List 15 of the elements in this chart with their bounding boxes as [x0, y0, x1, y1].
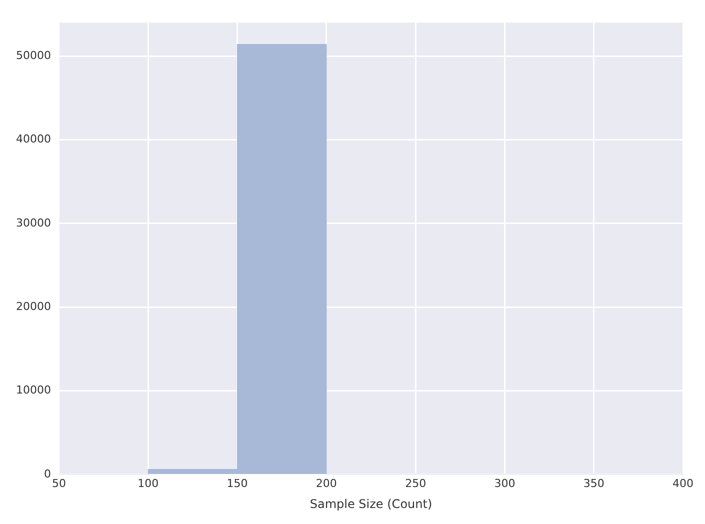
- x-tick-label: 300: [494, 476, 516, 490]
- x-tick-label: 150: [226, 476, 248, 490]
- y-tick-label: 10000: [16, 384, 51, 397]
- x-tick-label: 250: [405, 476, 426, 490]
- x-tick-label: 350: [583, 476, 604, 490]
- x-tick-label: 200: [316, 476, 337, 490]
- y-tick-label: 40000: [16, 132, 51, 146]
- x-tick-label: 50: [52, 476, 66, 490]
- y-tick-label: 50000: [16, 48, 51, 62]
- y-tick-label: 0: [44, 467, 51, 480]
- x-tick-label: 400: [672, 476, 694, 490]
- x-tick-label: 100: [138, 476, 159, 490]
- y-tick-label: 30000: [16, 216, 51, 230]
- x-axis-title: Sample Size (Count): [310, 496, 432, 511]
- y-tick-label: 20000: [16, 300, 51, 313]
